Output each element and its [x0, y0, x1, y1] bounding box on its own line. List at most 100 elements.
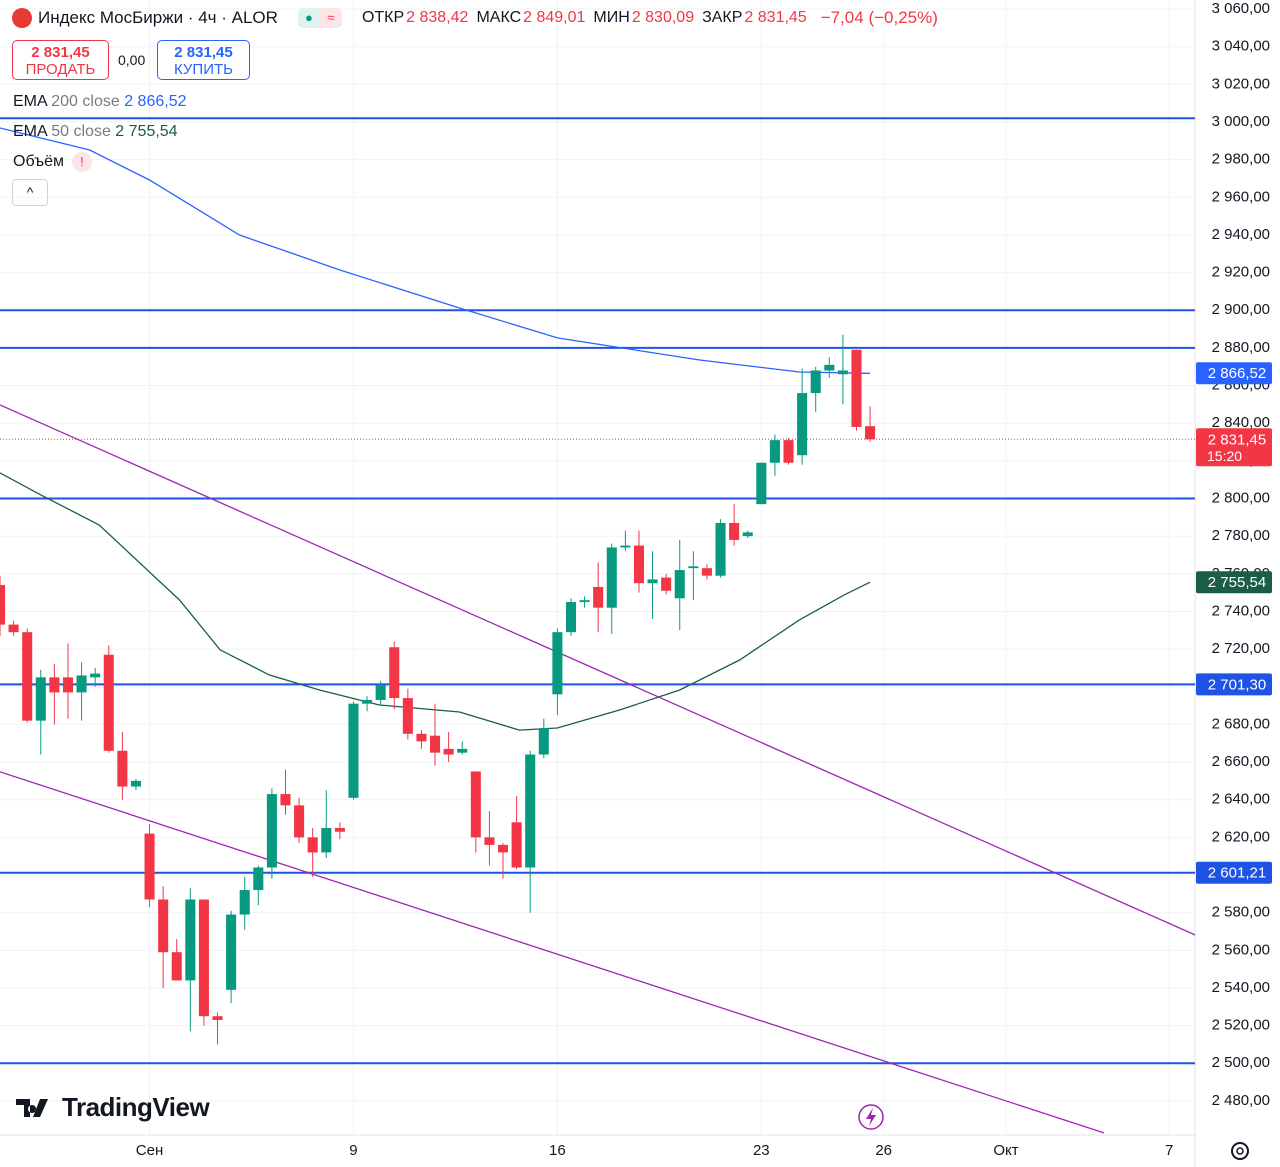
y-tick-label: 2 880,00 — [1212, 339, 1270, 356]
indicator-legend[interactable]: EMA 50 close 2 755,54 — [13, 123, 178, 141]
level-label-bg — [1196, 861, 1272, 884]
candle-body — [620, 545, 631, 548]
candle-body — [416, 733, 427, 742]
candle-body — [158, 899, 169, 953]
settings-button-core — [1236, 1147, 1244, 1155]
x-tick-label: 23 — [753, 1142, 770, 1159]
indicator-name: EMA — [13, 123, 47, 140]
brand-logo — [16, 1098, 48, 1117]
candle-body — [525, 754, 536, 868]
warning-icon: ! — [71, 152, 92, 172]
sell-label: ПРОДАТЬ — [25, 61, 96, 78]
collapse-button[interactable]: ^ — [12, 179, 48, 206]
candle-body — [266, 794, 277, 868]
x-tick-label: 7 — [1165, 1142, 1173, 1159]
y-tick-label: 2 900,00 — [1212, 301, 1270, 318]
y-tick-label: 3 000,00 — [1212, 113, 1270, 130]
candle-body — [389, 647, 400, 699]
candle-body — [375, 684, 386, 700]
events-icon-bolt — [866, 1108, 876, 1126]
indicator-name: EMA — [13, 93, 47, 110]
candle-body — [430, 735, 441, 753]
candle-body — [103, 654, 114, 751]
candle-body — [76, 675, 87, 693]
y-tick-label: 3 060,00 — [1212, 0, 1270, 17]
ohlc-item: МИН 2 830,09 — [593, 9, 694, 27]
y-tick-label: 2 640,00 — [1212, 791, 1270, 808]
y-tick-label: 2 780,00 — [1212, 527, 1270, 544]
candle-body — [865, 426, 876, 440]
y-tick-label: 2 840,00 — [1212, 414, 1270, 431]
y-tick-label: 2 480,00 — [1212, 1092, 1270, 1109]
buy-button[interactable]: 2 831,45 КУПИТЬ — [157, 40, 250, 80]
indicator-args: 50 close — [51, 123, 111, 140]
x-tick-label: 16 — [549, 1142, 566, 1159]
level-label: 2 701,30 — [1208, 676, 1266, 693]
ohlc-value: 2 831,45 — [744, 9, 807, 26]
symbol-title[interactable]: Индекс МосБиржи · 4ч · ALOR — [38, 8, 278, 27]
candle-body — [307, 837, 318, 853]
y-tick-label: 2 680,00 — [1212, 715, 1270, 732]
candle-body — [484, 837, 495, 845]
level-label: 2 601,21 — [1208, 865, 1266, 882]
ohlc-label: МИН — [593, 9, 630, 26]
ema-line — [0, 472, 871, 731]
candle-body — [198, 899, 209, 1017]
x-tick-label: Сен — [136, 1142, 163, 1159]
header: Индекс МосБиржи · 4ч · ALOR ● ≈ ОТКР 2 838… — [12, 8, 938, 28]
candle-body — [701, 568, 712, 576]
candle-body — [688, 566, 699, 569]
ema-label: 2 866,52 — [1208, 365, 1266, 382]
status-pill[interactable]: ● ≈ — [297, 8, 342, 28]
candle-body — [185, 899, 196, 981]
candle-body — [0, 585, 6, 625]
candle-body — [334, 827, 345, 832]
candle-body — [239, 890, 250, 915]
ema-label-bg — [1196, 362, 1272, 385]
candle-body — [633, 545, 644, 584]
ohlc-label: ЗАКР — [702, 9, 743, 26]
candle-body — [22, 632, 33, 721]
volume-legend[interactable]: Объём! — [13, 152, 92, 172]
indicator-args: 200 close — [51, 93, 120, 110]
x-tick-label: 26 — [875, 1142, 892, 1159]
market-status: ● — [297, 8, 320, 28]
candle-body — [810, 370, 821, 394]
ema-label: 2 755,54 — [1208, 574, 1266, 591]
volume-name: Объём — [13, 153, 64, 170]
candle-body — [756, 462, 767, 505]
candle-body — [470, 771, 481, 838]
ohlc-item: МАКС 2 849,01 — [476, 9, 585, 27]
candle-body — [212, 1016, 223, 1020]
candle-body — [497, 844, 509, 853]
candle-body — [783, 440, 794, 463]
ohlc-label: ОТКР — [361, 9, 405, 26]
candle-body — [253, 867, 264, 891]
indicator-legend[interactable]: EMA 200 close 2 866,52 — [13, 93, 186, 111]
candle-body — [511, 822, 522, 868]
candle-body — [35, 677, 46, 721]
candle-body — [593, 586, 604, 608]
candle-body — [62, 677, 74, 693]
candle-body — [824, 364, 835, 371]
candle-body — [674, 570, 685, 599]
candle-body — [647, 579, 658, 584]
y-tick-label: 2 920,00 — [1212, 264, 1270, 281]
candle-body — [49, 677, 60, 693]
candle-body — [661, 577, 672, 591]
candle-body — [171, 952, 182, 981]
y-tick-label: 2 560,00 — [1212, 941, 1270, 958]
settings-button[interactable] — [1231, 1142, 1249, 1160]
candle-body — [294, 805, 305, 838]
sell-button[interactable]: 2 831,45 ПРОДАТЬ — [12, 40, 109, 80]
x-tick-label: 9 — [349, 1142, 357, 1159]
candle-body — [715, 522, 726, 576]
x-tick-label: Окт — [993, 1142, 1018, 1159]
candle-body — [606, 547, 617, 608]
candle-body — [130, 780, 141, 787]
trend-line — [0, 404, 1196, 936]
candle-body — [321, 827, 332, 853]
y-tick-label: 2 500,00 — [1212, 1054, 1270, 1071]
